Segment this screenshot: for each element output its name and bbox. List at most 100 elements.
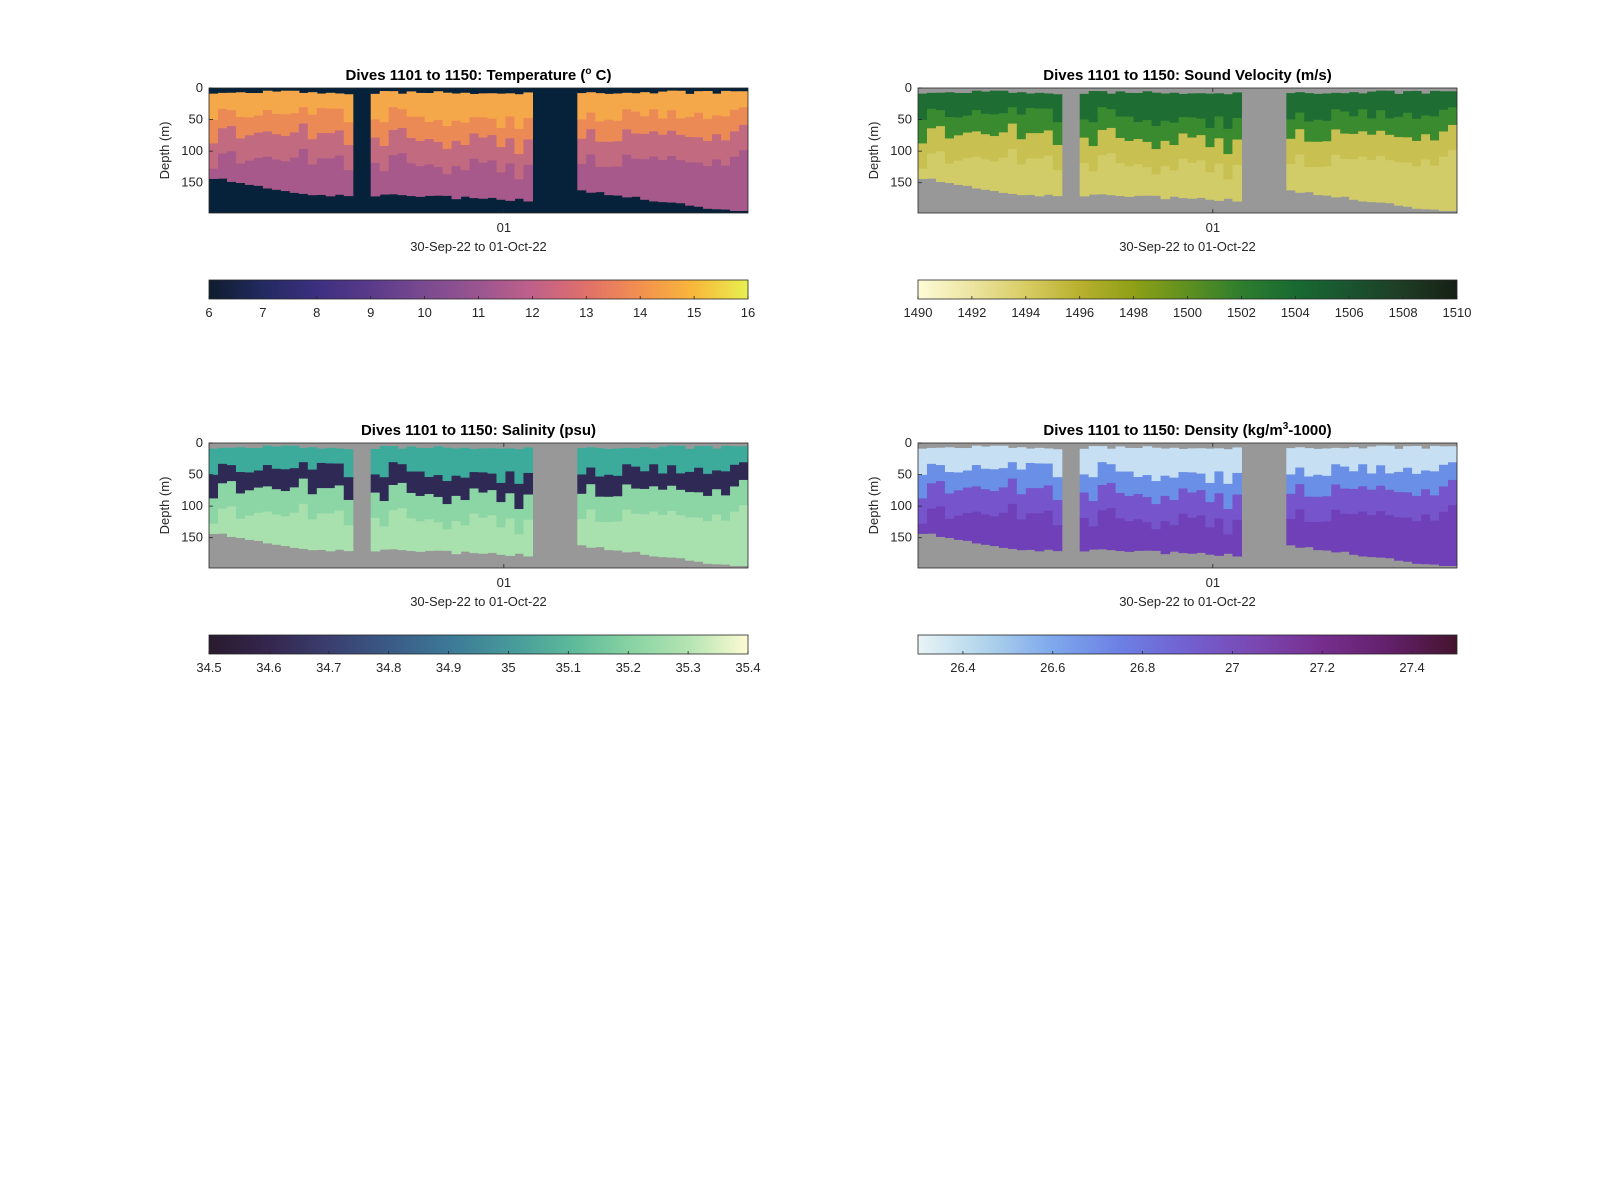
heatmap-cell (1358, 511, 1368, 557)
heatmap-cell (1034, 108, 1045, 134)
heatmap-cell (1394, 448, 1404, 473)
heatmap-cell (1187, 517, 1198, 554)
colorbar-tick-label: 35.2 (616, 660, 641, 675)
heatmap-cell (478, 162, 489, 199)
y-tick-label: 100 (890, 143, 912, 158)
heatmap-cell (1043, 93, 1054, 110)
heatmap-cell (935, 481, 946, 507)
heatmap-cell (217, 108, 228, 129)
heatmap-cell (442, 504, 453, 530)
panel-density: Dives 1101 to 1150: Density (kg/m3-1000)… (866, 421, 1458, 675)
heatmap-cell (1142, 91, 1153, 121)
heatmap-cell (298, 107, 309, 125)
heatmap-cell (1142, 496, 1153, 523)
heatmap-cell (451, 448, 462, 477)
x-tick-label: 01 (497, 220, 511, 235)
heatmap-cell (962, 448, 973, 472)
heatmap-cell (1313, 448, 1323, 476)
heatmap-cell (1169, 122, 1180, 146)
heatmap-cell (595, 496, 605, 523)
heatmap-cell (1151, 92, 1162, 127)
heatmap-cell (280, 445, 291, 470)
heatmap-cell (631, 93, 641, 113)
heatmap-cell (935, 92, 946, 111)
heatmap-cell (1160, 140, 1171, 167)
heatmap-cell (1304, 121, 1314, 143)
heatmap-cell (962, 132, 973, 159)
heatmap-cell (1304, 521, 1314, 548)
heatmap-cell (514, 449, 525, 485)
title-text: Dives 1101 to 1150: Sound Velocity (m/s) (1043, 67, 1331, 84)
axes-frame (917, 87, 1458, 214)
heatmap-cell (953, 93, 964, 118)
heatmap-cell (1376, 156, 1386, 203)
heatmap-cell (1205, 127, 1216, 148)
heatmap-cell (1214, 116, 1225, 139)
heatmap-cell (469, 472, 480, 489)
y-tick-label: 150 (181, 530, 203, 545)
heatmap-cell (388, 462, 399, 486)
heatmap-cell (1043, 130, 1054, 157)
heatmap-cell (478, 517, 489, 554)
heatmap-cell (1115, 137, 1126, 164)
heatmap-cell (1169, 447, 1180, 479)
heatmap-cell (226, 481, 237, 507)
heatmap-cell (1376, 485, 1386, 512)
heatmap-cell (334, 108, 345, 131)
chart-title: Dives 1101 to 1150: Salinity (psu) (361, 422, 596, 439)
heatmap-cell (388, 510, 399, 550)
heatmap-cell (505, 448, 516, 472)
heatmap-cell (631, 111, 641, 135)
heatmap-cell (971, 465, 982, 487)
heatmap-cell (980, 134, 991, 160)
heatmap-cell (1403, 137, 1413, 164)
heatmap-cell (1367, 134, 1377, 161)
heatmap-cell (460, 92, 471, 124)
heatmap-cell (1214, 471, 1225, 494)
heatmap-cell (1151, 149, 1162, 175)
heatmap-cell (1367, 473, 1377, 491)
heatmap-cell (1169, 145, 1180, 171)
heatmap-cell (1025, 448, 1036, 464)
heatmap-cell (721, 445, 731, 472)
heatmap-cell (1430, 471, 1440, 496)
heatmap-cell (262, 511, 273, 544)
title-text: Dives 1101 to 1150: Density (kg/m (1043, 422, 1282, 439)
heatmap-cell (640, 447, 650, 472)
heatmap-cell (307, 469, 318, 495)
heatmap-cell (1349, 514, 1359, 555)
heatmap-cell (989, 90, 1000, 115)
heatmap-cell (586, 154, 596, 193)
heatmap-cell (1007, 148, 1018, 194)
heatmap-cell (918, 498, 928, 525)
heatmap-cell (496, 527, 507, 555)
heatmap-cell (1331, 129, 1341, 156)
heatmap-cell (235, 92, 246, 118)
heatmap-cell (1412, 495, 1422, 522)
heatmap-cell (1412, 90, 1422, 120)
heatmap-cell (1358, 93, 1368, 110)
heatmap-cell (1439, 156, 1449, 211)
heatmap-cell (514, 128, 525, 155)
heatmap-cell (298, 92, 309, 108)
heatmap-cell (1097, 484, 1108, 511)
title-text: Dives 1101 to 1150: Temperature ( (346, 67, 586, 84)
heatmap-cell (1043, 108, 1054, 131)
heatmap-cell (424, 121, 435, 140)
heatmap-cell (253, 512, 264, 541)
heatmap-cell (1295, 92, 1305, 114)
y-tick-label: 0 (905, 435, 912, 450)
heatmap-cell (1133, 93, 1144, 123)
heatmap-cell (1034, 133, 1045, 159)
heatmap-cell (1097, 446, 1108, 463)
colorbar-tick-label: 1498 (1119, 305, 1148, 320)
heatmap-cell (1151, 529, 1162, 551)
heatmap-cell (926, 508, 937, 534)
heatmap-cell (613, 141, 623, 168)
colorbar-tick-label: 15 (687, 305, 701, 320)
heatmap-cell (1097, 107, 1108, 131)
heatmap-cell (209, 448, 219, 476)
heatmap-cell (694, 492, 704, 519)
heatmap-cell (424, 494, 435, 520)
heatmap-cell (289, 468, 300, 488)
